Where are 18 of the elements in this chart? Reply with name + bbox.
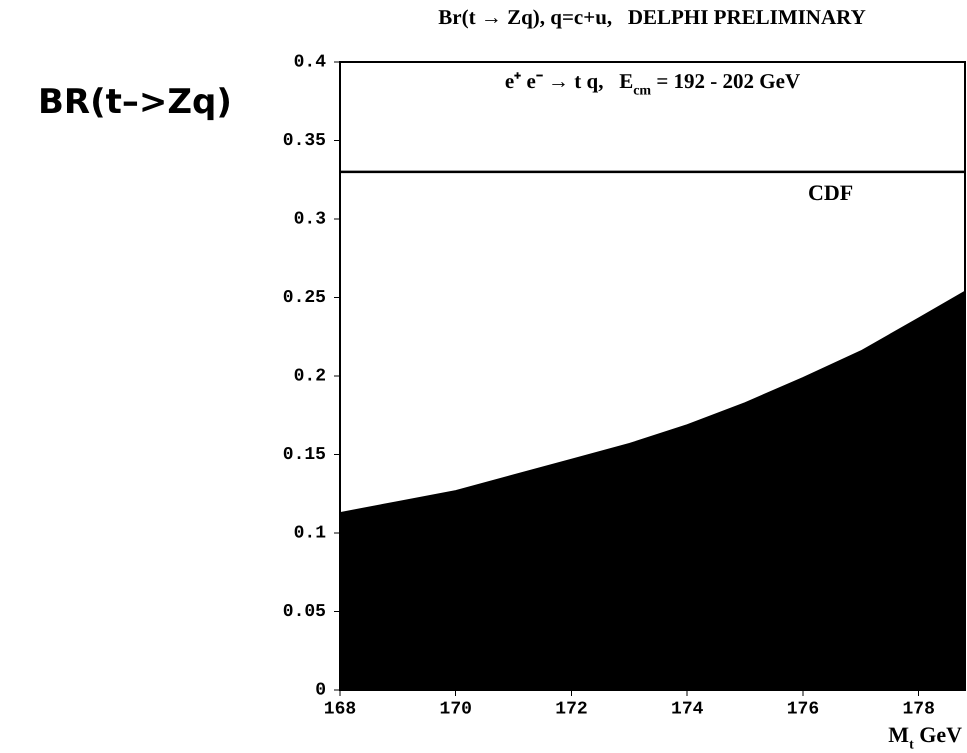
ref-line-label: CDF — [808, 180, 854, 205]
y-tick-label: 0.3 — [294, 210, 326, 230]
y-tick-label: 0.15 — [282, 445, 326, 466]
y-tick-label: 0.2 — [294, 366, 326, 387]
x-tick-label: 172 — [555, 699, 588, 720]
y-tick-label: 0.35 — [282, 131, 326, 152]
x-tick-label: 178 — [902, 699, 935, 720]
x-tick-label: 174 — [671, 699, 704, 720]
y-tick-label: 0.1 — [294, 524, 326, 544]
x-tick-label: 168 — [324, 699, 356, 720]
x-tick-label: 176 — [786, 699, 820, 720]
y-tick-label: 0.05 — [282, 602, 326, 622]
y-axis-title: BR(t–>Zq) — [38, 82, 232, 122]
y-tick-label: 0.25 — [282, 288, 326, 308]
chart-title: Br(t → Zq), q=c+u, DELPHI PRELIMINARY — [438, 5, 866, 29]
y-tick-label: 0 — [315, 680, 326, 701]
x-tick-label: 170 — [440, 699, 472, 720]
y-tick-label: 0.4 — [294, 52, 326, 73]
